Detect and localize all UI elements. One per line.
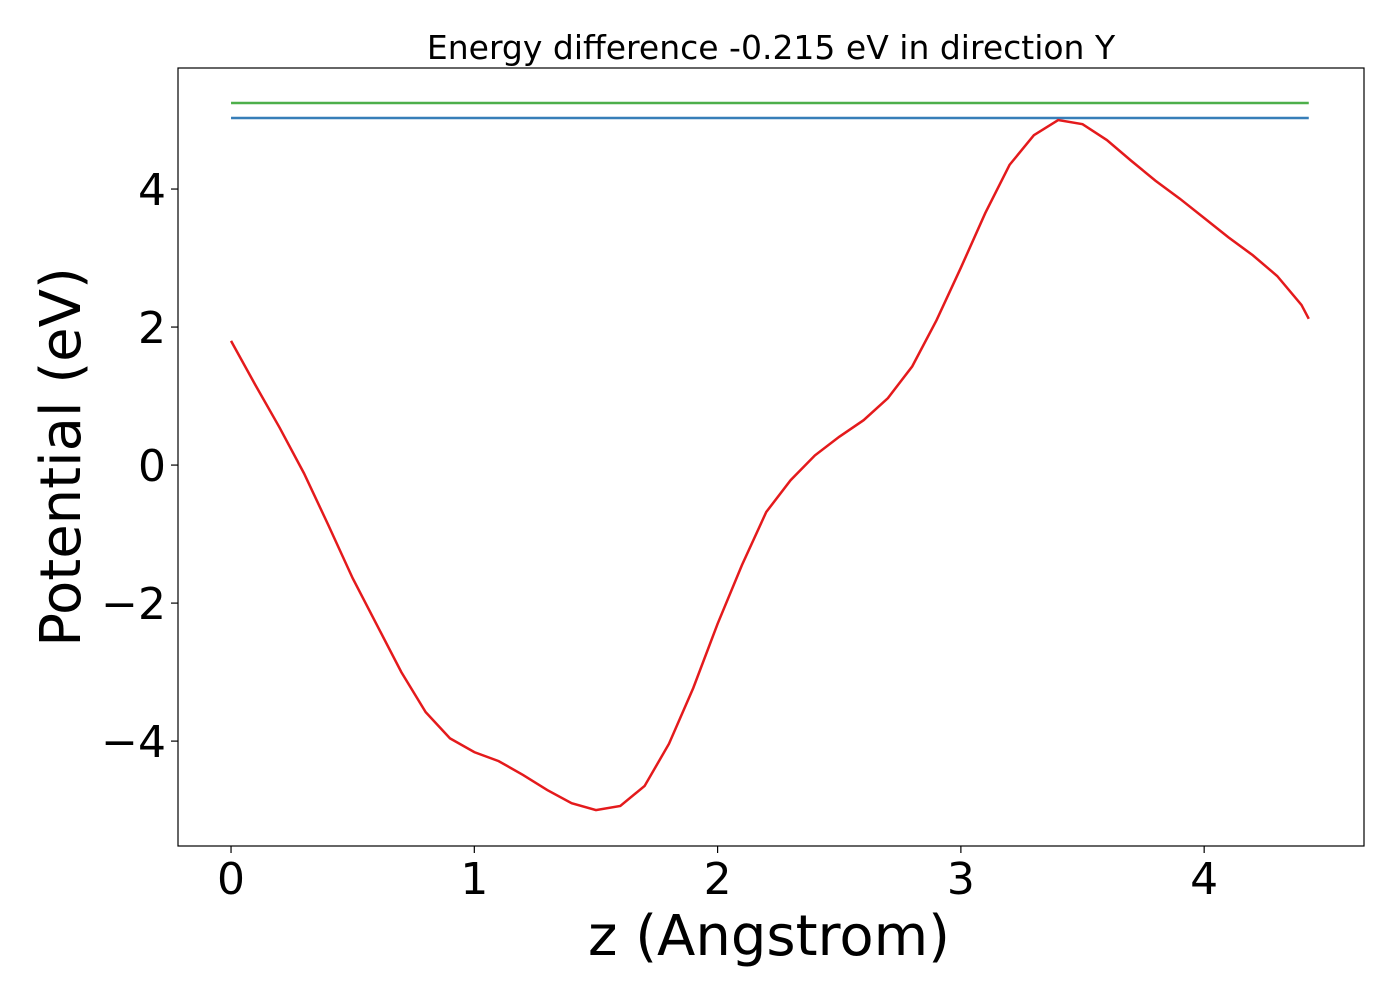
y-axis-label: Potential (eV) — [29, 267, 94, 647]
y-tick-label: 2 — [138, 303, 166, 354]
data-line — [229, 118, 1310, 812]
x-tick-label: 4 — [1190, 854, 1218, 905]
x-tick-label: 1 — [460, 854, 488, 905]
x-axis-label: z (Angstrom) — [588, 904, 950, 969]
x-tick-label: 3 — [947, 854, 975, 905]
y-tick-label: 0 — [138, 441, 166, 492]
plot-frame — [177, 67, 1365, 847]
chart-title: Energy difference -0.215 eV in direction… — [427, 28, 1116, 67]
y-tick-label: 4 — [138, 165, 166, 216]
y-tick-label: −2 — [101, 579, 166, 630]
y-tick-label: −4 — [101, 717, 166, 768]
x-tick-label: 0 — [217, 854, 245, 905]
x-tick-label: 2 — [704, 854, 732, 905]
